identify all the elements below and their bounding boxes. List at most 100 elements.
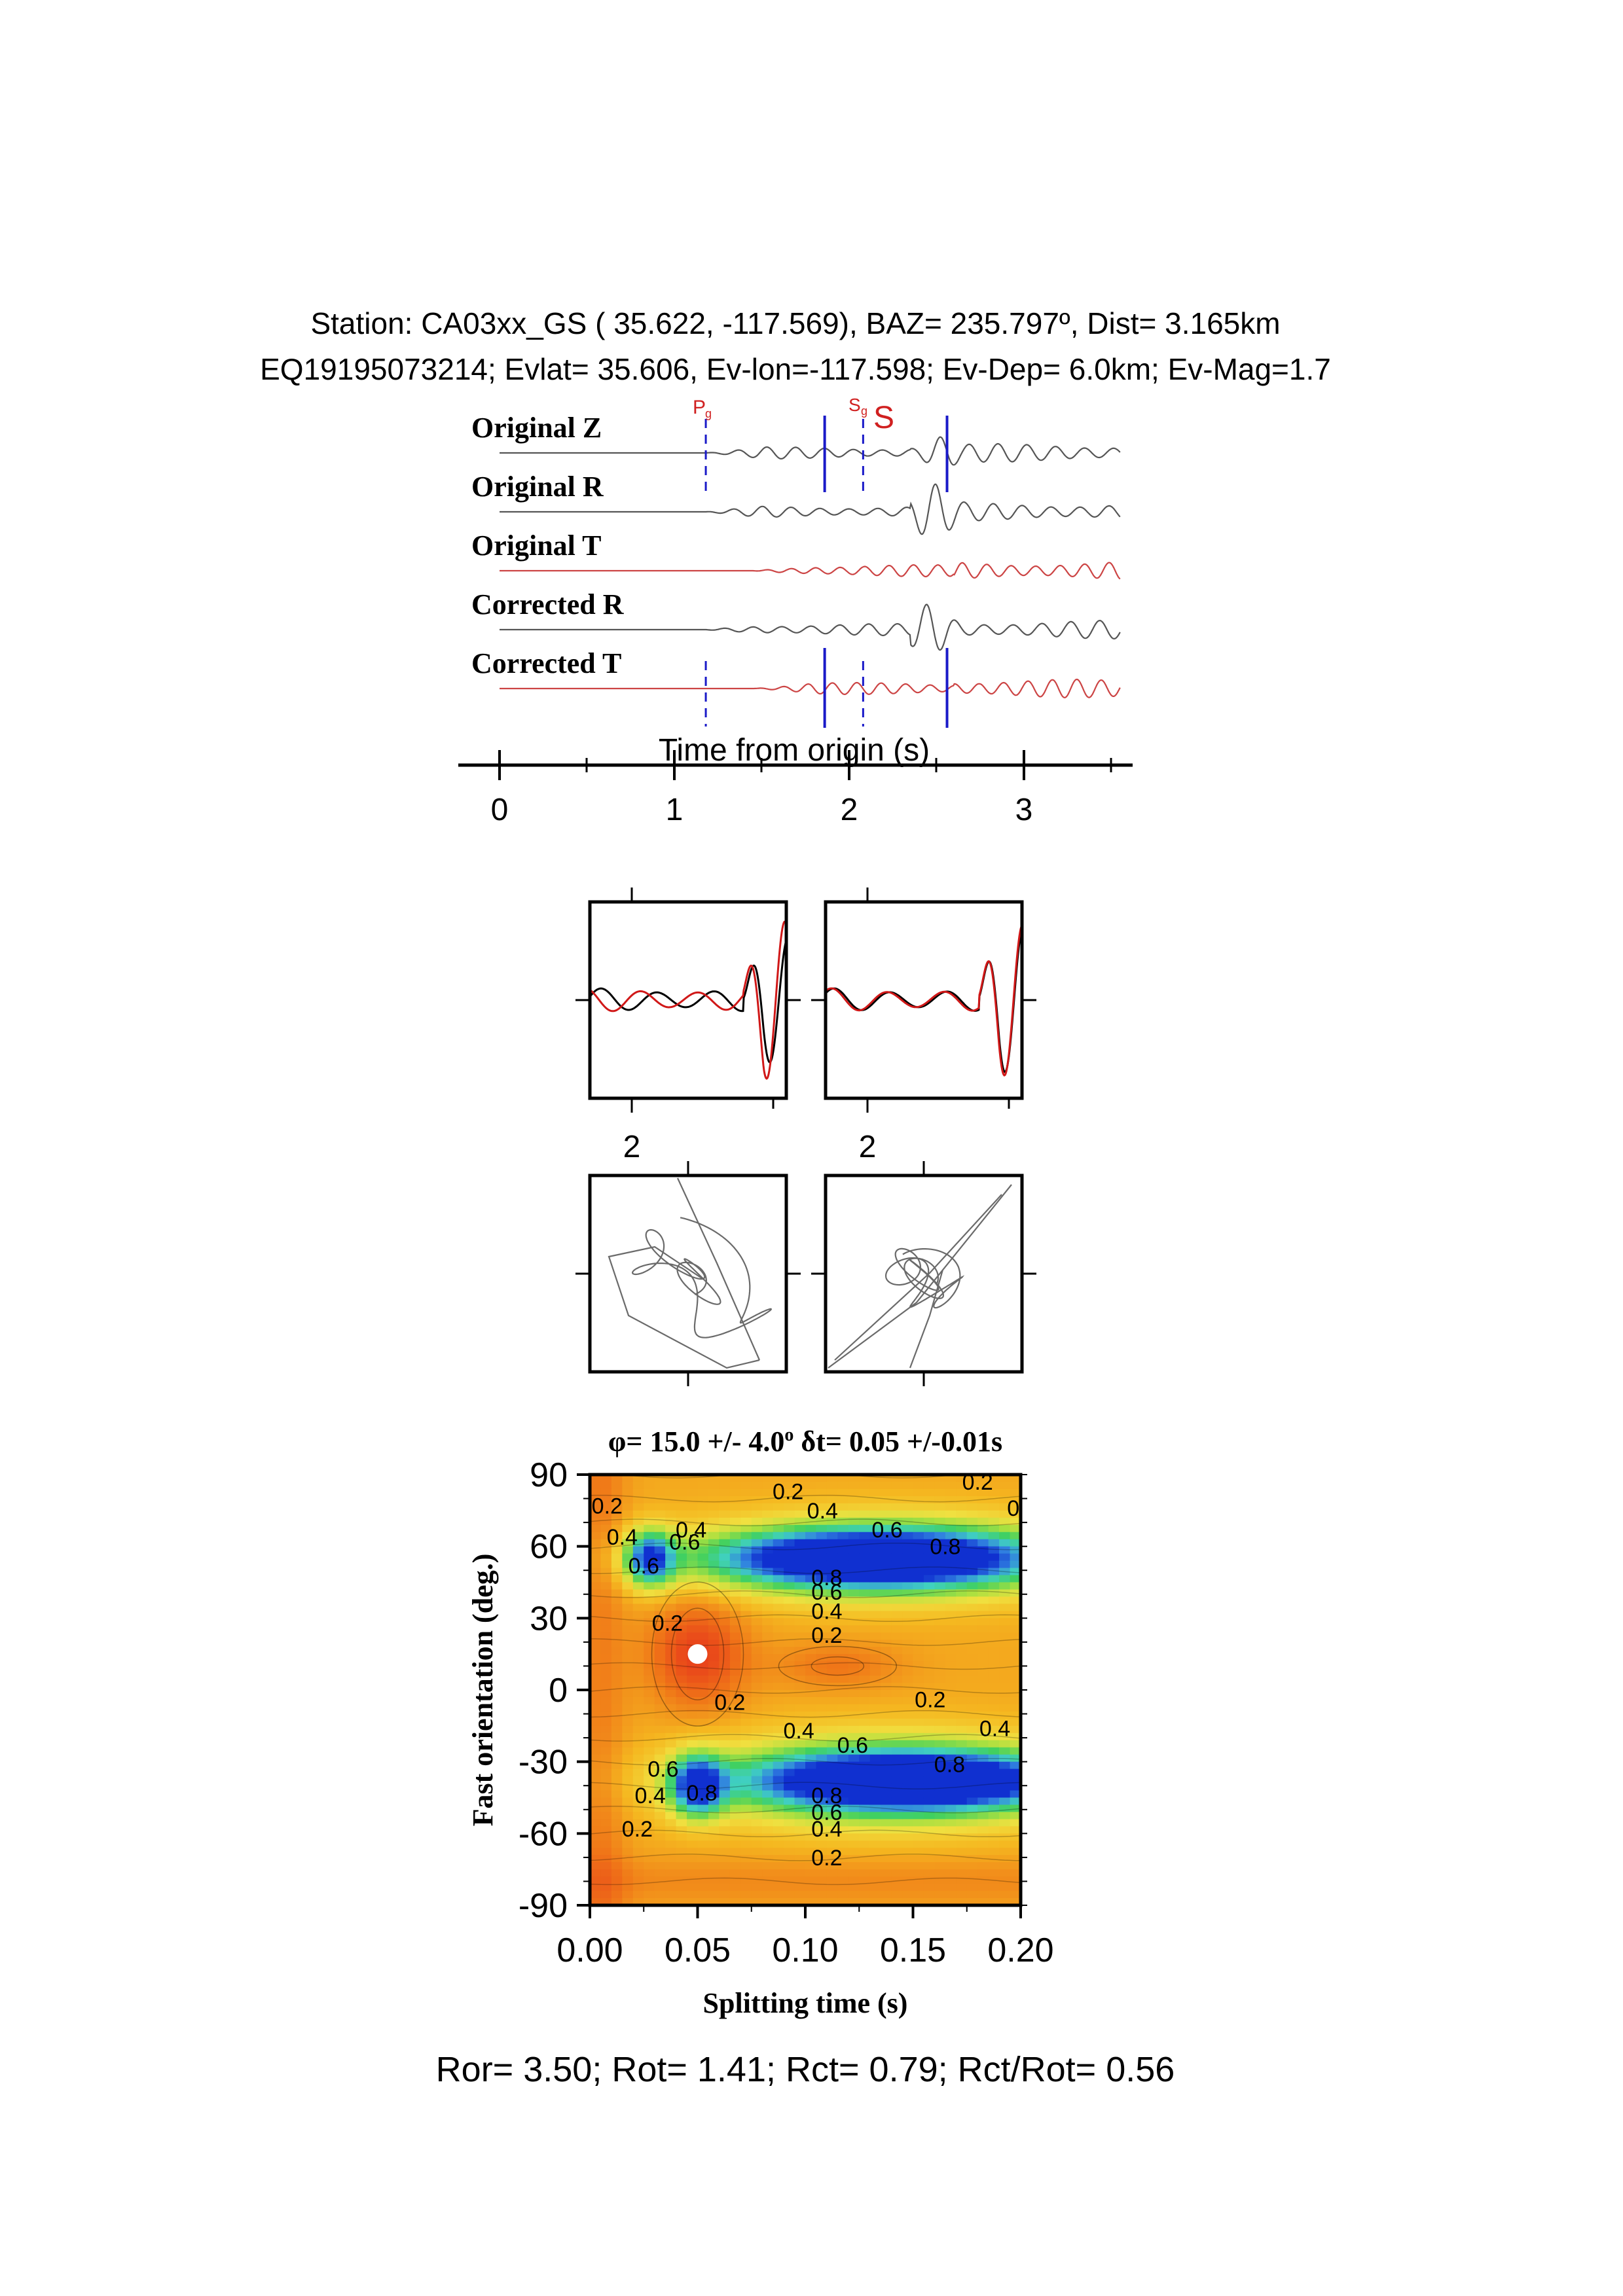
heatmap-cell	[729, 1840, 741, 1848]
heatmap-cell	[665, 1503, 677, 1511]
heatmap-cell	[751, 1596, 763, 1604]
heatmap-cell	[902, 1740, 914, 1748]
heatmap-cell	[934, 1812, 946, 1820]
heatmap-cell	[687, 1840, 699, 1848]
heatmap-cell	[923, 1725, 935, 1734]
heatmap-cell	[611, 1898, 623, 1905]
heatmap-cell	[654, 1833, 666, 1841]
heatmap-cell	[966, 1891, 978, 1899]
heatmap-cell	[934, 1668, 946, 1676]
heatmap-cell	[654, 1718, 666, 1727]
heatmap-cell	[956, 1711, 968, 1719]
heatmap-cell	[729, 1891, 741, 1899]
heatmap-cell	[762, 1869, 774, 1877]
heatmap-cell	[676, 1725, 687, 1734]
heatmap-cell	[956, 1833, 968, 1841]
heatmap-cell	[881, 1539, 892, 1547]
heatmap-cell	[1010, 1524, 1021, 1533]
heatmap-cell	[719, 1553, 731, 1562]
heatmap-cell	[773, 1891, 784, 1899]
heatmap-cell	[805, 1790, 817, 1799]
contour-label: 0.4	[811, 1599, 842, 1624]
heatmap-cell	[697, 1776, 709, 1784]
heatmap-cell	[816, 1804, 828, 1813]
heatmap-cell	[600, 1560, 612, 1569]
heatmap-cell	[913, 1761, 924, 1770]
heatmap-cell	[665, 1725, 677, 1734]
heatmap-cell	[837, 1862, 849, 1870]
heatmap-cell	[654, 1632, 666, 1640]
heatmap-cell	[881, 1481, 892, 1490]
seismic-traces	[500, 436, 1121, 698]
heatmap-cell	[977, 1668, 989, 1676]
y-tick-label: -30	[519, 1744, 568, 1782]
heatmap-cell	[934, 1869, 946, 1877]
trace-waveform	[500, 436, 1121, 466]
heatmap-cell	[644, 1855, 655, 1863]
heatmap-cell	[762, 1711, 774, 1719]
heatmap-cell	[1010, 1481, 1021, 1490]
heatmap-cell	[923, 1869, 935, 1877]
heatmap-cell	[848, 1604, 860, 1611]
heatmap-cell	[945, 1640, 957, 1647]
heatmap-cell	[665, 1819, 677, 1827]
heatmap-cell	[719, 1884, 731, 1892]
heatmap-cell	[859, 1790, 871, 1799]
heatmap-cell	[945, 1783, 957, 1791]
heatmap-cell	[913, 1696, 924, 1705]
heatmap-cell	[794, 1661, 806, 1669]
heatmap-cell	[611, 1725, 623, 1734]
heatmap-cell	[665, 1869, 677, 1877]
heatmap-cell	[773, 1869, 784, 1877]
heatmap-cell	[848, 1640, 860, 1647]
heatmap-cell	[751, 1696, 763, 1705]
heatmap-cell	[837, 1740, 849, 1748]
heatmap-cell	[590, 1732, 602, 1741]
heatmap-cell	[859, 1654, 871, 1662]
heatmap-cell	[794, 1876, 806, 1884]
heatmap-cell	[999, 1768, 1011, 1777]
heatmap-cell	[590, 1553, 602, 1562]
heatmap-cell	[632, 1790, 644, 1799]
heatmap-cell	[654, 1804, 666, 1813]
heatmap-cell	[729, 1876, 741, 1884]
heatmap-cell	[891, 1475, 903, 1482]
heatmap-cell	[848, 1496, 860, 1504]
heatmap-cell	[934, 1797, 946, 1806]
heatmap-cell	[977, 1740, 989, 1748]
heatmap-cell	[740, 1747, 752, 1755]
heatmap-cell	[826, 1848, 838, 1856]
heatmap-cell	[837, 1589, 849, 1598]
heatmap-cell	[934, 1560, 946, 1569]
heatmap-cell	[1010, 1884, 1021, 1892]
heatmap-cell	[988, 1661, 1000, 1669]
heatmap-cell	[654, 1668, 666, 1676]
contour-line	[590, 1542, 1021, 1551]
heatmap-cell	[600, 1819, 612, 1827]
heatmap-cell	[794, 1891, 806, 1899]
heatmap-cell	[913, 1503, 924, 1511]
heatmap-cell	[923, 1596, 935, 1604]
heatmap-cell	[826, 1891, 838, 1899]
heatmap-cell	[762, 1718, 774, 1727]
heatmap-cell	[966, 1560, 978, 1569]
heatmap-cell	[773, 1596, 784, 1604]
heatmap-cell	[923, 1812, 935, 1820]
heatmap-cell	[923, 1740, 935, 1748]
heatmap-cell	[805, 1819, 817, 1827]
heatmap-cell	[676, 1618, 687, 1626]
heatmap-cell	[676, 1848, 687, 1856]
heatmap-cell	[816, 1862, 828, 1870]
heatmap-cell	[697, 1546, 709, 1554]
heatmap-cell	[632, 1898, 644, 1905]
heatmap-cell	[859, 1869, 871, 1877]
heatmap-cell	[632, 1804, 644, 1813]
heatmap-cell	[913, 1596, 924, 1604]
heatmap-cell	[848, 1711, 860, 1719]
heatmap-cell	[805, 1539, 817, 1547]
heatmap-cell	[622, 1768, 634, 1777]
heatmap-cell	[848, 1683, 860, 1691]
heatmap-cell	[934, 1862, 946, 1870]
heatmap-cell	[977, 1496, 989, 1504]
heatmap-cell	[600, 1862, 612, 1870]
